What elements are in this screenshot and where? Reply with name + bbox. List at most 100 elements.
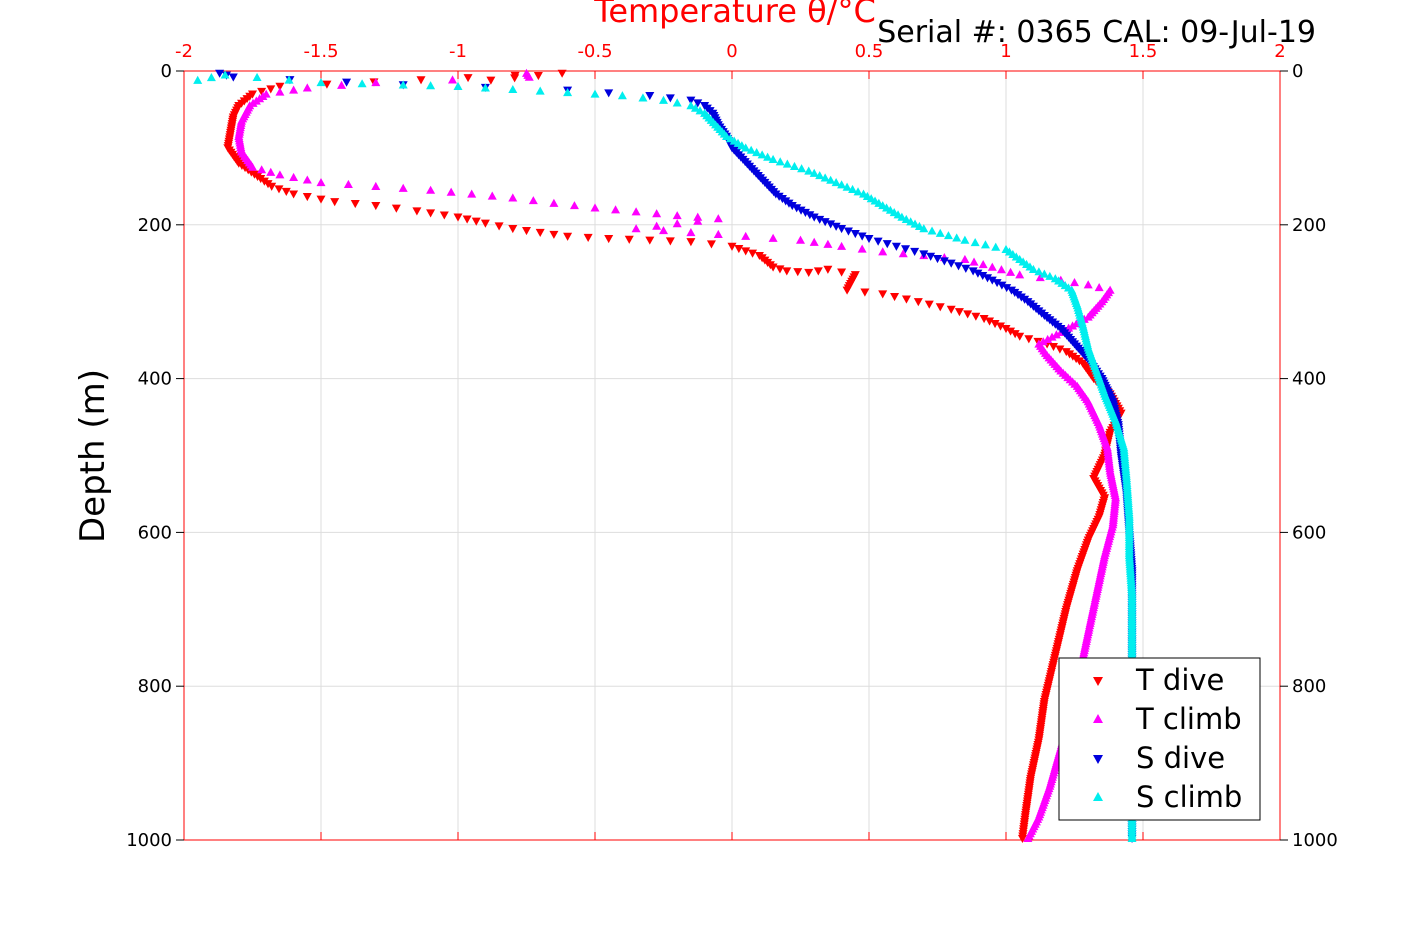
y-tick-label-left: 1000 [126, 830, 172, 851]
x-tick-label: 1 [1000, 41, 1011, 62]
data-point [837, 241, 847, 250]
data-point-interp [842, 182, 852, 191]
data-point-interp [910, 247, 920, 256]
legend-entry-s-climb: S climb [1093, 780, 1242, 814]
data-point-interp [837, 268, 847, 277]
legend-marker-s-dive [1093, 755, 1103, 764]
x-tick-label: -1 [449, 41, 467, 62]
data-point-interp [257, 165, 267, 174]
data-point-interp [391, 204, 401, 213]
data-point-interp [963, 310, 973, 319]
data-point-interp [1002, 284, 1012, 293]
data-point-interp [757, 150, 767, 159]
data-point-interp [775, 265, 785, 274]
data-point [741, 231, 751, 240]
data-point [919, 224, 929, 233]
data-point-interp [695, 106, 705, 115]
data-point-interp [480, 83, 490, 92]
data-point-interp [961, 264, 971, 273]
data-point [686, 96, 696, 105]
data-point [631, 224, 641, 233]
data-point [987, 262, 997, 271]
data-point-interp [809, 168, 819, 177]
data-point-interp [1043, 334, 1053, 343]
data-point-interp [782, 159, 792, 168]
data-point-interp [793, 268, 803, 277]
data-point [604, 235, 614, 244]
data-point [768, 263, 778, 272]
data-point-interp [752, 148, 762, 157]
data-point-interp [266, 167, 276, 176]
data-point-interp [1024, 335, 1034, 344]
data-point [837, 225, 847, 234]
data-point-interp [748, 249, 758, 258]
data-point-interp [973, 269, 983, 278]
data-point [371, 201, 381, 211]
data-point-interp [652, 209, 662, 218]
data-point [549, 198, 559, 207]
data-point [727, 242, 737, 251]
data-point-interp [266, 85, 276, 94]
data-point-interp [826, 175, 836, 184]
data-point [267, 182, 277, 191]
data-point-interp [997, 281, 1007, 290]
data-point-interp [746, 145, 756, 154]
data-point [713, 214, 723, 223]
data-point-interp [809, 237, 819, 246]
data-point [228, 73, 238, 82]
data-point [864, 235, 874, 244]
data-point-interp [583, 233, 593, 242]
data-point-interp [1051, 330, 1061, 339]
data-point [686, 238, 696, 247]
data-point-interp [815, 215, 825, 224]
data-point-interp [1070, 277, 1079, 287]
data-point-interp [284, 75, 294, 84]
data-point-interp [528, 196, 538, 205]
data-point [302, 83, 312, 92]
data-point [1083, 280, 1093, 289]
data-point [486, 76, 496, 85]
data-point-interp [533, 72, 543, 81]
data-point-interp [848, 184, 858, 194]
data-point-interp [281, 187, 291, 196]
data-point-interp [693, 99, 703, 108]
data-point-interp [826, 220, 836, 229]
series-t-climb [234, 68, 1121, 843]
y-tick-label-left: 0 [161, 61, 172, 82]
data-point-interp [978, 260, 988, 269]
data-point-interp [820, 173, 830, 182]
data-point [831, 178, 841, 187]
data-point [946, 259, 956, 268]
data-point [1015, 270, 1025, 279]
data-point-interp [969, 257, 979, 266]
data-point-interp [1034, 267, 1044, 276]
data-point-interp [1048, 342, 1058, 352]
data-point [426, 185, 436, 194]
data-point-interp [1006, 267, 1016, 276]
data-point-interp [996, 265, 1006, 274]
data-point-interp [978, 271, 988, 281]
data-point [913, 298, 923, 307]
data-point [275, 170, 285, 179]
data-point [524, 72, 534, 81]
data-point-interp [665, 237, 675, 246]
data-point [960, 235, 970, 244]
data-point-interp [985, 317, 995, 326]
data-point-interp [1047, 332, 1057, 341]
data-point-interp [1006, 327, 1016, 336]
series-t-dive [223, 69, 1126, 843]
data-point [453, 81, 463, 90]
data-point [968, 267, 978, 276]
data-point-interp [549, 230, 559, 239]
data-point-interp [302, 193, 312, 202]
data-point-interp [943, 231, 953, 240]
data-point-interp [604, 89, 614, 98]
data-point-interp [901, 214, 911, 224]
data-point-interp [910, 219, 920, 228]
data-point [1023, 833, 1033, 843]
data-point-interp [624, 235, 634, 244]
series-s-climb [193, 70, 1137, 843]
legend: T dive T climb S dive S climb [1058, 657, 1261, 821]
y-tick-label-right: 1000 [1292, 830, 1338, 851]
data-point [316, 178, 326, 187]
